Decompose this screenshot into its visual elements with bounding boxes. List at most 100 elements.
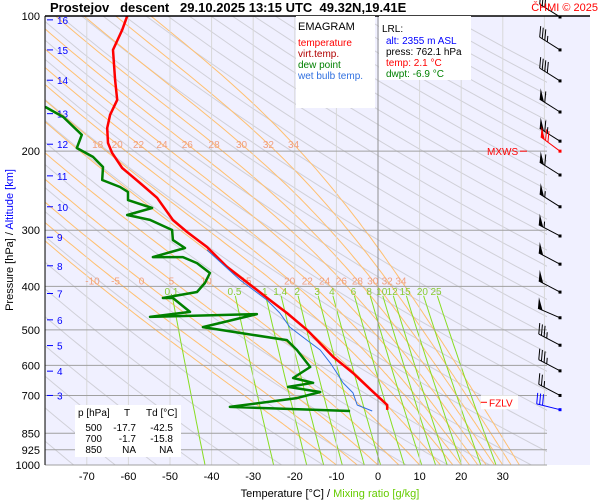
wind-barb-line [539,0,541,5]
wind-barb-shaft [539,67,561,82]
lrl-box [379,16,471,80]
mixing-ratio-line [382,295,437,465]
wind-barb [538,241,562,266]
x-tick-label: 0 [375,471,381,483]
wind-barb-line [539,393,542,405]
moist-adiabat-label: 34 [288,140,300,151]
legend-virt-temp: virt.temp. [298,49,339,60]
dry-adiabat [45,39,547,372]
wind-barb-station [558,205,562,209]
series-temperature [105,16,389,410]
wind-barb-shaft [539,36,561,51]
wind-barb-flag [539,88,544,102]
lrl-press: press: 762.1 hPa [386,47,462,58]
wind-barb-line [541,0,544,6]
mixing-ratio-line [332,295,382,465]
moist-adiabat-label: 22 [302,276,314,287]
dry-adiabat [59,16,547,335]
pressure-tick-label: 500 [22,325,40,337]
mixing-ratio-label: 3 [314,287,320,298]
y-axis-title: Pressure [hPa] / Altitude [km] [4,169,16,311]
copyright: ČHMI © 2025 [531,1,598,14]
mixing-ratio-label: 10 [376,287,388,298]
wind-barb-line [544,154,547,166]
moist-adiabat-label: 32 [263,140,275,151]
moist-adiabat-label: 20 [112,140,124,151]
pressure-tick-label: 1000 [16,460,40,472]
wind-barb-shaft [540,136,561,152]
wind-barb-line [538,373,541,385]
chart-title: Prostejov descent 29.10.2025 13:15 UTC 4… [50,0,407,15]
wind-barb [539,57,562,83]
wind-barb-line [540,350,543,362]
wind-barb-station [558,173,562,177]
altitude-tick-label: 10 [57,203,69,214]
wind-barb-line [546,61,549,73]
wind-barb-station [558,393,562,397]
wind-barb [539,26,562,52]
dry-adiabat [124,16,547,284]
moist-adiabat-label: 18 [92,140,104,151]
dry-adiabat [231,16,547,205]
dry-adiabat [188,16,547,235]
moist-adiabat-label: -10 [85,276,100,287]
wind-barb-shaft [538,359,561,372]
moist-adiabat-label: 26 [336,276,348,287]
altitude-tick-label: 8 [57,262,63,273]
y-axis-label-altitude: Altitude [km] [4,169,16,230]
summary-table [75,405,181,457]
legend-wet-bulb: wet bulb temp. [297,71,363,82]
mixing-ratio-line [234,295,275,465]
wind-barb-half [544,191,546,198]
wind-barb-flag [539,182,544,197]
wind-barb-flag [539,151,544,165]
moist-adiabat-label: 24 [319,276,331,287]
moist-adiabat-label: 30 [367,276,379,287]
wind-barb-half [546,332,548,339]
dry-adiabat [45,78,547,411]
wind-barb [538,322,562,347]
wind-barb-half [543,221,546,228]
mixing-ratio-line [405,295,463,465]
mixing-ratio-label: 1.4 [273,287,287,298]
moist-adiabat-label: 0 [139,276,145,287]
dry-adiabat [167,16,547,251]
series-wet-bulb-temp- [206,249,373,412]
wind-barb-station [558,139,562,143]
dry-adiabat [102,16,547,300]
mixing-ratio-label: 20 [417,287,429,298]
dry-adiabat [210,16,547,220]
mixing-ratio-line [392,295,448,465]
wind-barb-station [558,290,562,294]
lrl-title: LRL: [382,24,403,35]
moist-adiabat-label: 30 [236,140,248,151]
dry-adiabat [81,16,547,318]
wind-barb-flag [539,117,544,132]
wind-barb-station [558,234,562,238]
wind-barb-line [547,131,550,143]
lrl-alt: alt: 2355 m ASL [386,36,457,47]
moist-adiabat-label: 22 [133,140,145,151]
wind-barb [539,117,562,143]
dry-adiabat [45,58,547,392]
table-cell-p: 700 [85,434,102,445]
series-dew-point [45,105,351,413]
legend-temperature: temperature [298,38,352,49]
wind-barb-flag [538,269,544,284]
wind-barb-shaft [538,224,561,237]
wind-barb-station [558,408,562,412]
mixing-ratio-label: 12 [387,287,399,298]
x-tick-label: -30 [245,471,261,483]
mixing-ratio-label: 15 [400,287,412,298]
y-axis-label-pressure: Pressure [hPa] [4,238,16,311]
x-axis-label-temperature: Temperature [°C] [241,488,324,500]
table-header-p: p [hPa] [78,408,110,419]
mixing-ratio-line [171,295,206,465]
altitude-tick-label: 14 [57,76,69,87]
altitude-tick-label: 3 [57,391,63,402]
moist-adiabat-label: -5 [111,276,120,287]
altitude-tick-label: 7 [57,290,63,301]
table-cell-p: 850 [85,445,102,456]
wind-barb-station [558,110,562,114]
x-tick-label: -50 [162,471,178,483]
